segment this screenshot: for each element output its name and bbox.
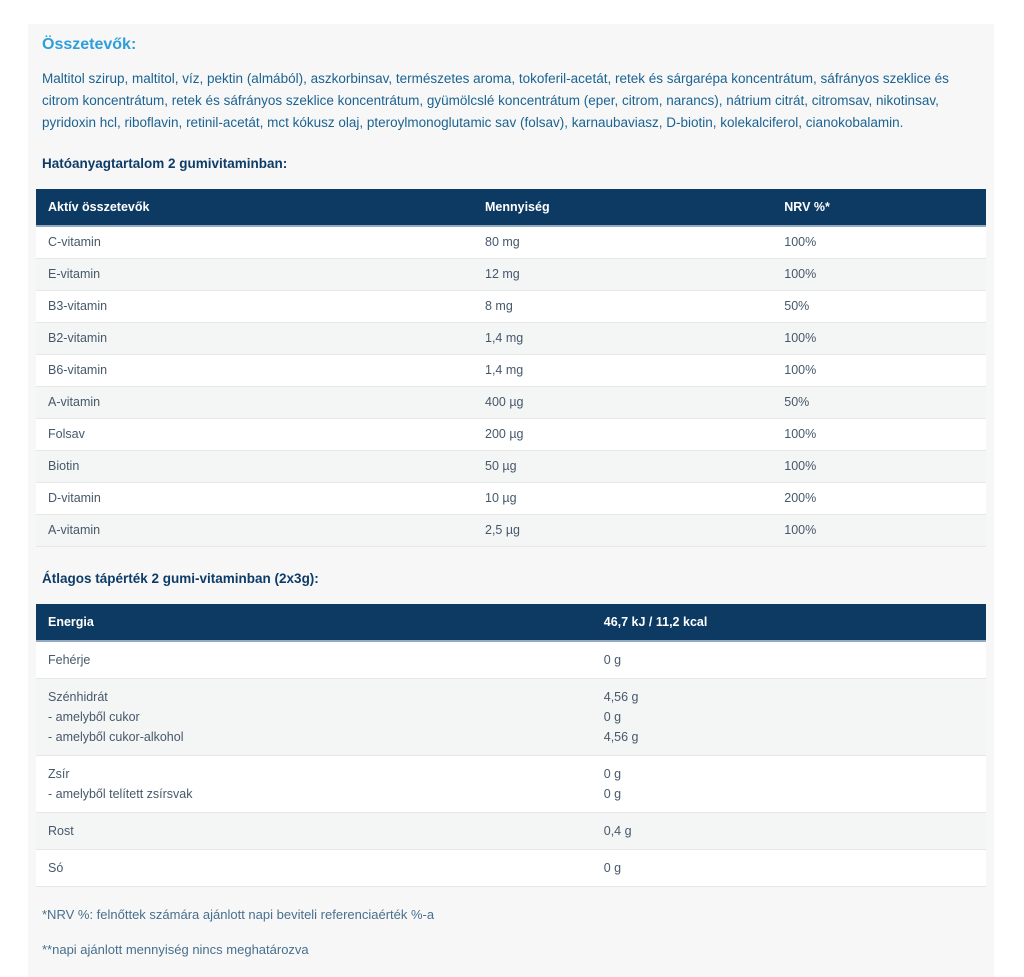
footnote-nrv: *NRV %: felnőttek számára ajánlott napi … xyxy=(42,907,435,922)
cell-line: - amelyből cukor-alkohol xyxy=(48,730,184,744)
active-nrv-cell: 100% xyxy=(772,258,986,291)
active-name-cell: B6-vitamin xyxy=(36,354,473,387)
column-header-active-name: Aktív összetevők xyxy=(36,189,473,227)
cell-line: 0 g xyxy=(603,767,622,781)
active-amount-cell: 1,4 mg xyxy=(473,322,773,355)
active-amount-cell: 12 mg xyxy=(473,258,773,291)
nutrient-name-cell: Szénhidrát - amelyből cukor - amelyből cuk… xyxy=(36,678,592,756)
nutrition-table: Energia 46,7 kJ / 11,2 kcal Fehérje 0 g Sz… xyxy=(36,604,986,887)
nutrition-table-row: Só 0 g xyxy=(36,849,986,887)
actives-table-row: E-vitamin 12 mg 100% xyxy=(36,258,986,291)
active-name-cell: B3-vitamin xyxy=(36,290,473,323)
actives-table-row: Folsav 200 µg 100% xyxy=(36,418,986,451)
active-nrv-cell: 100% xyxy=(772,226,986,259)
active-amount-cell: 400 µg xyxy=(473,386,773,419)
active-amount-cell: 50 µg xyxy=(473,450,773,483)
actives-table-row: C-vitamin 80 mg 100% xyxy=(36,226,986,259)
ingredients-text: Maltitol szirup, maltitol, víz, pektin (… xyxy=(42,71,949,130)
active-amount-cell: 8 mg xyxy=(473,290,773,323)
active-amount-cell: 1,4 mg xyxy=(473,354,773,387)
active-name-cell: B2-vitamin xyxy=(36,322,473,355)
ingredients-heading: Összetevők: xyxy=(42,36,137,53)
nutrient-value-cell: 0 g xyxy=(591,641,986,679)
active-nrv-cell: 200% xyxy=(772,482,986,515)
nutrient-value-cell: 0,4 g xyxy=(591,812,986,850)
actives-table-row: B3-vitamin 8 mg 50% xyxy=(36,290,986,323)
cell-line: - amelyből cukor xyxy=(48,710,140,724)
cell-line: Fehérje xyxy=(48,653,91,667)
active-name-cell: Folsav xyxy=(36,418,473,451)
cell-line: 0 g xyxy=(603,861,622,875)
cell-line: 4,56 g xyxy=(603,730,639,744)
active-name-cell: A-vitamin xyxy=(36,514,473,547)
active-nrv-cell: 100% xyxy=(772,354,986,387)
nutrient-value-cell: 0 g xyxy=(591,849,986,887)
actives-table-row: Biotin 50 µg 100% xyxy=(36,450,986,483)
cell-line: Zsír xyxy=(48,767,70,781)
active-amount-cell: 2,5 µg xyxy=(473,514,773,547)
cell-line: Só xyxy=(48,861,64,875)
column-header-energy-value: 46,7 kJ / 11,2 kcal xyxy=(591,604,986,642)
active-nrv-cell: 100% xyxy=(772,514,986,547)
active-name-cell: A-vitamin xyxy=(36,386,473,419)
cell-line: 0 g xyxy=(603,653,622,667)
cell-line: 0 g xyxy=(603,710,622,724)
active-name-cell: Biotin xyxy=(36,450,473,483)
active-name-cell: E-vitamin xyxy=(36,258,473,291)
actives-heading: Hatóanyagtartalom 2 gumivitaminban: xyxy=(42,156,288,171)
column-header-energy: Energia xyxy=(36,604,592,642)
cell-line: 4,56 g xyxy=(603,690,639,704)
nutrition-table-row: Fehérje 0 g xyxy=(36,641,986,679)
active-nrv-cell: 100% xyxy=(772,322,986,355)
actives-table-row: D-vitamin 10 µg 200% xyxy=(36,482,986,515)
nutrient-name-cell: Zsír - amelyből telített zsírsvak xyxy=(36,755,592,813)
nutrient-name-cell: Só xyxy=(36,849,592,887)
active-nrv-cell: 100% xyxy=(772,418,986,451)
cell-line: - amelyből telített zsírsvak xyxy=(48,787,193,801)
nutrition-table-row: Rost 0,4 g xyxy=(36,812,986,850)
footnote-daily: **napi ajánlott mennyiség nincs meghatár… xyxy=(42,942,309,957)
nutrition-table-header-row: Energia 46,7 kJ / 11,2 kcal xyxy=(36,604,986,642)
actives-table-row: B6-vitamin 1,4 mg 100% xyxy=(36,354,986,387)
column-header-nrv: NRV %* xyxy=(772,189,986,227)
nutrient-name-cell: Rost xyxy=(36,812,592,850)
nutrient-name-cell: Fehérje xyxy=(36,641,592,679)
nutrition-heading: Átlagos tápérték 2 gumi-vitaminban (2x3g… xyxy=(42,571,319,586)
active-nrv-cell: 50% xyxy=(772,290,986,323)
cell-line: Szénhidrát xyxy=(48,690,108,704)
cell-line: 0 g xyxy=(603,787,622,801)
nutrition-table-row: Szénhidrát - amelyből cukor - amelyből cuk… xyxy=(36,678,986,756)
column-header-amount: Mennyiség xyxy=(473,189,773,227)
active-nrv-cell: 100% xyxy=(772,450,986,483)
active-amount-cell: 80 mg xyxy=(473,226,773,259)
product-details-panel: Összetevők: Maltitol szirup, maltitol, v… xyxy=(28,24,994,977)
actives-table-row: A-vitamin 2,5 µg 100% xyxy=(36,514,986,547)
active-name-cell: C-vitamin xyxy=(36,226,473,259)
cell-line: 0,4 g xyxy=(603,824,632,838)
active-amount-cell: 10 µg xyxy=(473,482,773,515)
cell-line: Rost xyxy=(48,824,74,838)
active-name-cell: D-vitamin xyxy=(36,482,473,515)
actives-table-header-row: Aktív összetevők Mennyiség NRV %* xyxy=(36,189,986,227)
nutrient-value-cell: 4,56 g 0 g 4,56 g xyxy=(591,678,986,756)
actives-table-row: B2-vitamin 1,4 mg 100% xyxy=(36,322,986,355)
active-amount-cell: 200 µg xyxy=(473,418,773,451)
actives-table: Aktív összetevők Mennyiség NRV %* C-vita… xyxy=(36,189,986,547)
actives-table-row: A-vitamin 400 µg 50% xyxy=(36,386,986,419)
active-nrv-cell: 50% xyxy=(772,386,986,419)
